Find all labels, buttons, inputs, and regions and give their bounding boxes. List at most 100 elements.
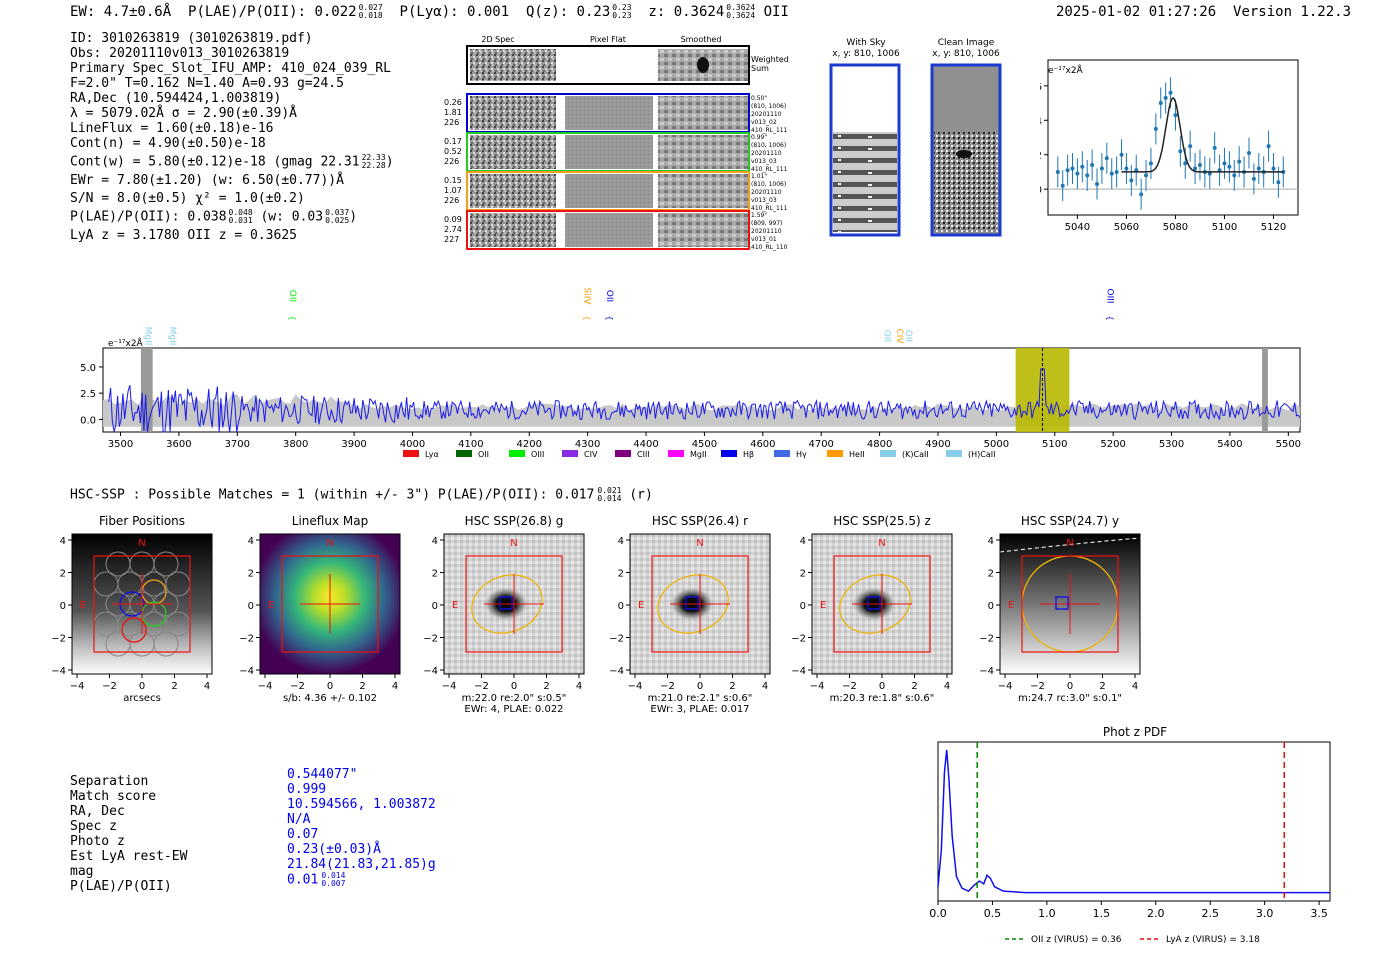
cutout-value: 226: [444, 118, 459, 127]
cutout-meta: 20201110: [751, 111, 782, 118]
cutout-smoothed: [658, 96, 748, 130]
header-qz: Q(z): 0.23: [525, 4, 611, 20]
panel-ytick: 2: [60, 569, 66, 580]
panel-ytick: 4: [60, 536, 66, 547]
cutout-pixelflat: [565, 96, 653, 130]
photz-legend-lya: LyA z (VIRUS) = 3.18: [1166, 935, 1260, 945]
zoom-point: [1109, 171, 1114, 176]
fiber-circle: [153, 551, 179, 577]
zoom-point: [1246, 151, 1251, 155]
panel-ytick: 4: [988, 536, 994, 547]
zoom-point: [1055, 169, 1060, 174]
compass-n: N: [138, 538, 145, 549]
panel-title: HSC SSP(24.7) y: [1021, 514, 1119, 528]
cutout-pixelflat: [565, 174, 653, 208]
panel-ytick: −2: [791, 634, 806, 645]
image-panel: HSC SSP(26.4) r N E −4 −2 0 2 4 4 2 0 −2 −4 m:21.0 re…: [609, 514, 771, 715]
header-z: z: 0.3624: [648, 4, 725, 20]
zoom-point: [1104, 156, 1109, 161]
spectrum-xtick: 5000: [984, 439, 1009, 450]
search-box: [651, 555, 749, 653]
legend-label: Lyα: [425, 450, 439, 459]
image-panel: HSC SSP(26.8) g N E −4 −2 0 2 4 4 2 0 −2 −4 m:22.0 re…: [423, 514, 585, 715]
header-plae-lo: 0.018: [358, 11, 383, 20]
legend-swatch: [774, 450, 790, 457]
zoom-point: [1060, 183, 1065, 188]
hsc-header: HSC-SSP : Possible Matches = 1 (within +…: [70, 486, 653, 503]
spectrum-xtick: 5400: [1217, 439, 1242, 450]
panel-xtick: 4: [944, 681, 950, 692]
spectrum-xtick: 4200: [517, 439, 542, 450]
masked-region: [140, 348, 153, 432]
cutouts-panel: 2D Spec Pixel Flat Smoothed Weighted Sum…: [444, 35, 789, 251]
header-qz-hi: 0.23: [612, 3, 632, 12]
zoom-point: [1207, 171, 1212, 176]
zoom-point: [1232, 173, 1237, 178]
legend-swatch: [946, 450, 962, 457]
zoom-fit-curve: [1121, 96, 1284, 173]
cutout-pixelflat: [565, 135, 653, 169]
cutout-value: 0.26: [444, 98, 462, 107]
label-lya-ew: Est LyA rest-EW: [70, 849, 188, 864]
panel-ytick: 4: [248, 536, 254, 547]
weighted-source: [697, 57, 709, 73]
zoom-xtick: 5120: [1261, 222, 1286, 233]
fiber-red: [121, 617, 147, 643]
col-label-2dspec: 2D Spec: [481, 35, 514, 44]
label-photoz: Photo z: [70, 834, 125, 849]
zoom-point: [1099, 166, 1104, 171]
info-lambda: λ = 5079.02Å σ = 2.90(±0.39)Å: [70, 106, 297, 121]
panel-ytick: −4: [791, 666, 806, 677]
compass-e: E: [80, 600, 86, 611]
panel-xtick: 4: [576, 681, 582, 692]
legend-label: HeII: [849, 450, 865, 459]
hsc-band: (r): [629, 487, 653, 503]
zoom-point: [1114, 169, 1119, 174]
panel-ytick: −4: [979, 666, 994, 677]
zoom-ytick: 0: [1040, 185, 1042, 196]
info-obs: Obs: 20201110v013_3010263819: [70, 46, 290, 61]
panel-ytick: 4: [432, 536, 438, 547]
panel-ytick: −2: [609, 634, 624, 645]
label-specz: Spec z: [70, 819, 117, 834]
spectrum-xtick: 4100: [458, 439, 483, 450]
info-primary: Primary Spec_Slot_IFU_AMP: 410_024_039_R…: [70, 61, 391, 76]
zoom-point: [1139, 192, 1144, 197]
masked-region: [1262, 348, 1268, 432]
panel-xtick: −4: [258, 681, 273, 692]
panel-xtick: 2: [729, 681, 735, 692]
cutout-value: 227: [444, 235, 459, 244]
panel-ytick: −2: [423, 634, 438, 645]
spectrum-xtick: 4400: [633, 439, 658, 450]
spectrum-ytick: 2.5: [80, 389, 96, 400]
info-sn: S/N = 8.0(±0.5) χ² = 1.0(±0.2): [70, 191, 305, 206]
cutout-meta: 1.59": [751, 212, 767, 219]
value-radec: 10.594566, 1.003872: [287, 797, 436, 812]
panel-xtick: −2: [842, 681, 857, 692]
zoom-point: [1124, 166, 1129, 171]
spectrum-xtick: 5200: [1100, 439, 1125, 450]
panel-xtick: −2: [474, 681, 489, 692]
cutout-2dspec: [470, 96, 556, 130]
panel-ytick: 0: [618, 601, 624, 612]
full-spectrum: MgII{MgII{SiIV{Lyα{OII{MgII{OII{NV{OII{S…: [80, 287, 1301, 459]
cutout-meta: (810, 1006): [751, 142, 786, 149]
header-ew: EW: 4.7±0.6Å: [70, 4, 172, 20]
clean-noise: [934, 132, 998, 232]
panel-xtick: 4: [762, 681, 768, 692]
zoom-point: [1276, 180, 1281, 185]
value-photoz: 0.07: [287, 827, 319, 842]
info-contw: Cont(w) = 5.80(±0.12)e-18 (gmag 22.31 22.…: [70, 153, 394, 170]
zoom-point: [1251, 176, 1256, 181]
compass-e: E: [638, 600, 644, 611]
photz-xtick: 1.0: [1038, 907, 1056, 920]
cutout-meta: v013_03: [751, 197, 777, 204]
cutout-smoothed: [658, 213, 748, 247]
panel-xtick: 2: [171, 681, 177, 692]
panel-ytick: 4: [800, 536, 806, 547]
detection-marker: [867, 596, 881, 610]
panel-ytick: 2: [432, 569, 438, 580]
legend-swatch: [509, 450, 525, 457]
image-panel: HSC SSP(25.5) z N E −4 −2 0 2 4 4 2 0 −2 −4 m:20.3 re…: [791, 514, 953, 704]
